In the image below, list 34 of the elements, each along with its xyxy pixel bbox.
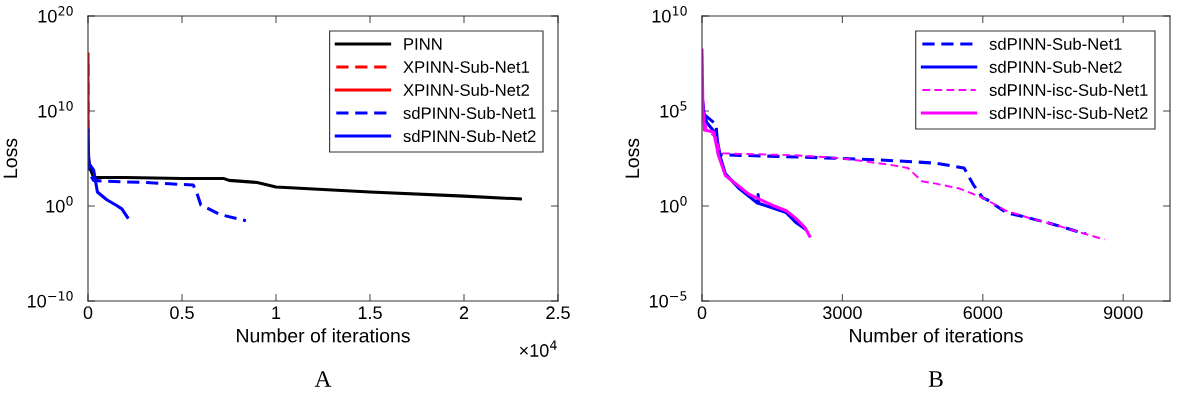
y-tick-label: 10$^{10}$ [38,101,73,118]
y-axis-title: Loss [625,138,640,178]
text: ×10$^{4}$ [519,340,557,357]
legend-label: sdPINN-Sub-Net1 [403,106,536,120]
legend-label: sdPINN-isc-Sub-Net2 [989,106,1148,120]
x-tick-label: 0 [83,306,93,320]
x-tick-label: 6000 [963,306,1003,320]
y-tick-label: 10$^{5}$ [660,101,687,118]
x-axis-title: Number of iterations [850,328,1023,343]
y-axis-title: Loss [3,138,18,178]
legend-label: sdPINN-Sub-Net2 [403,129,536,143]
x-tick-label: 1.5 [358,306,382,320]
legend-label: sdPINN-Sub-Net1 [989,37,1122,50]
y-tick-label: 10$^{0}$ [660,196,687,213]
x-tick-label: 1 [272,306,281,319]
y-tick-label: 10$^{20}$ [38,6,73,23]
text: A [314,371,332,387]
y-tick-label: 10$^{10}$ [652,6,687,23]
x-axis-title: Number of iterations [237,328,410,343]
y-tick-label: 10$^{−5}$ [649,291,687,308]
x-tick-label: 3000 [823,306,862,320]
x-tick-label: 2 [459,306,469,319]
text: B [928,371,943,387]
x-tick-label: 0.5 [170,306,194,320]
x-tick-label: 0 [697,306,707,320]
legend-label: XPINN-Sub-Net2 [403,83,530,96]
legend-label: PINN [404,38,442,50]
y-tick-label: 10$^{−10}$ [28,291,73,308]
y-tick-label: 10$^{0}$ [46,196,73,213]
x-tick-label: 2.5 [546,306,570,320]
legend-label: XPINN-Sub-Net1 [403,60,530,73]
legend-label: sdPINN-Sub-Net2 [989,60,1122,73]
legend-label: sdPINN-isc-Sub-Net1 [989,83,1148,96]
x-tick-label: 9000 [1103,306,1143,320]
